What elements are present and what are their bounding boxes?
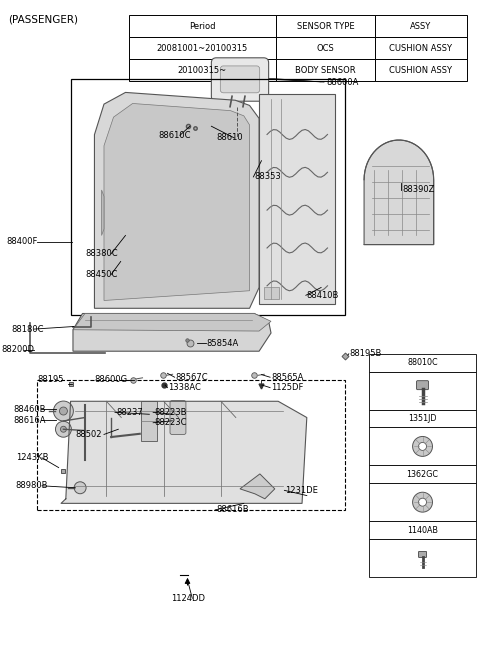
Text: 20100315~: 20100315~ <box>178 65 227 74</box>
Text: 88600G: 88600G <box>95 375 128 385</box>
Bar <box>37 380 345 510</box>
Text: 88195B: 88195B <box>350 349 382 358</box>
Text: 1124DD: 1124DD <box>171 594 205 603</box>
Circle shape <box>419 498 427 506</box>
Text: (PASSENGER): (PASSENGER) <box>9 14 79 25</box>
Text: 1243KB: 1243KB <box>16 453 48 462</box>
Text: 88390Z: 88390Z <box>402 185 434 195</box>
Text: 88237: 88237 <box>116 408 143 417</box>
Text: 88353: 88353 <box>254 172 281 182</box>
Text: 88600A: 88600A <box>326 78 358 86</box>
Text: CUSHION ASSY: CUSHION ASSY <box>389 65 453 74</box>
Polygon shape <box>240 474 275 499</box>
Text: 1338AC: 1338AC <box>168 383 201 392</box>
Text: 88400F: 88400F <box>6 238 37 246</box>
FancyBboxPatch shape <box>211 58 269 101</box>
Text: 88616A: 88616A <box>13 415 46 424</box>
Polygon shape <box>95 93 259 308</box>
Text: 88010C: 88010C <box>407 358 438 367</box>
Text: 85854A: 85854A <box>206 339 239 348</box>
Text: 88502: 88502 <box>75 430 102 439</box>
FancyBboxPatch shape <box>220 66 260 93</box>
Circle shape <box>53 401 73 421</box>
Polygon shape <box>364 140 433 245</box>
Bar <box>276 59 375 81</box>
Polygon shape <box>104 103 250 300</box>
Bar <box>375 15 467 37</box>
Text: 88610C: 88610C <box>159 131 192 140</box>
Bar <box>369 521 476 539</box>
Text: 88610: 88610 <box>216 133 243 142</box>
Bar <box>369 409 476 428</box>
Circle shape <box>413 492 432 512</box>
Text: 1125DF: 1125DF <box>271 383 303 392</box>
Circle shape <box>56 421 72 438</box>
Bar <box>369 372 476 409</box>
Bar <box>369 466 476 483</box>
Text: 88200D: 88200D <box>1 345 35 355</box>
Bar <box>369 428 476 466</box>
Bar <box>71 80 345 315</box>
Circle shape <box>419 443 427 451</box>
Bar <box>375 59 467 81</box>
Text: 1362GC: 1362GC <box>407 470 439 479</box>
Text: 20081001~20100315: 20081001~20100315 <box>156 44 248 53</box>
Text: 88380C: 88380C <box>85 249 118 258</box>
Circle shape <box>413 436 432 456</box>
Bar <box>129 37 276 59</box>
Polygon shape <box>73 313 271 331</box>
Text: BODY SENSOR: BODY SENSOR <box>295 65 356 74</box>
Circle shape <box>60 426 66 432</box>
Circle shape <box>74 482 86 494</box>
Bar <box>264 287 279 299</box>
Text: CUSHION ASSY: CUSHION ASSY <box>389 44 453 53</box>
Bar <box>129 15 276 37</box>
Bar <box>369 539 476 577</box>
Polygon shape <box>73 313 271 351</box>
Bar <box>259 94 336 304</box>
Text: 1351JD: 1351JD <box>408 414 437 423</box>
Text: 88180C: 88180C <box>11 325 43 334</box>
Text: 88616B: 88616B <box>216 505 249 515</box>
Text: 88223C: 88223C <box>154 418 187 427</box>
Bar <box>276 15 375 37</box>
FancyBboxPatch shape <box>170 400 186 434</box>
FancyBboxPatch shape <box>419 552 427 558</box>
Text: ASSY: ASSY <box>410 22 432 31</box>
Text: SENSOR TYPE: SENSOR TYPE <box>297 22 354 31</box>
Text: 88565A: 88565A <box>271 373 303 382</box>
Text: 88410B: 88410B <box>307 291 339 300</box>
Circle shape <box>60 407 67 415</box>
Text: OCS: OCS <box>317 44 335 53</box>
Bar <box>369 354 476 372</box>
Text: 1231DE: 1231DE <box>285 486 318 495</box>
Bar <box>369 483 476 521</box>
Text: 88450C: 88450C <box>85 270 117 279</box>
Bar <box>142 401 157 441</box>
Bar <box>276 37 375 59</box>
Text: 88567C: 88567C <box>176 373 208 382</box>
Text: Period: Period <box>189 22 216 31</box>
Bar <box>375 37 467 59</box>
Text: 88980B: 88980B <box>16 481 48 490</box>
Bar <box>129 59 276 81</box>
FancyBboxPatch shape <box>417 381 429 390</box>
Text: 88195: 88195 <box>37 375 64 385</box>
Text: 88460B: 88460B <box>13 405 46 413</box>
Polygon shape <box>61 402 307 503</box>
Text: 88223B: 88223B <box>154 408 187 417</box>
Polygon shape <box>102 190 104 236</box>
Text: 1140AB: 1140AB <box>407 526 438 535</box>
